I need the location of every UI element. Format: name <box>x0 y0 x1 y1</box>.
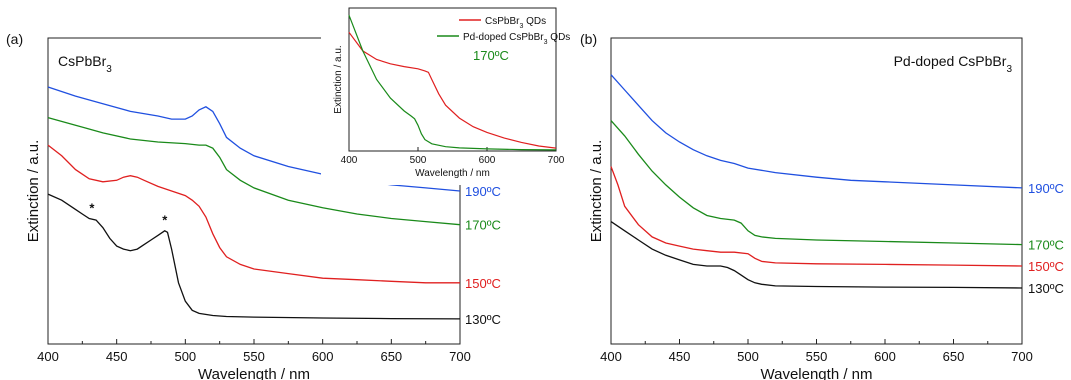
inset-frame <box>348 7 557 152</box>
series-label: 170ºC <box>465 218 501 233</box>
x-tick-label: 600 <box>312 349 334 364</box>
series-label: 150ºC <box>465 276 501 291</box>
inset-x-tick-label: 400 <box>341 155 358 166</box>
inset-x-tick-label: 600 <box>479 155 496 166</box>
x-tick-label: 500 <box>737 349 759 364</box>
x-tick-label: 450 <box>669 349 691 364</box>
panel-title: CsPbBr3 <box>58 53 112 75</box>
series-label: 190ºC <box>1028 181 1064 196</box>
series-line <box>610 221 1023 289</box>
panel-tag: (b) <box>580 31 597 47</box>
x-axis-title: Wavelength / nm <box>198 366 310 380</box>
series-line <box>47 193 461 320</box>
x-tick-label: 450 <box>106 349 128 364</box>
series-label: 130ºC <box>1028 281 1064 296</box>
annotation-star: * <box>162 213 168 228</box>
inset-x-axis-title: Wavelength / nm <box>415 168 490 179</box>
inset-series-line <box>348 14 557 151</box>
x-tick-label: 550 <box>806 349 828 364</box>
panel-b: 400 450 500 550 600 650 700 Wavelength / nm Exti… <box>580 31 1064 380</box>
inset-background <box>321 2 572 185</box>
x-tick-label: 550 <box>243 349 265 364</box>
y-axis-title: Extinction / a.u. <box>25 140 42 243</box>
series-line <box>610 120 1023 246</box>
panel-title: Pd-doped CsPbBr3 <box>894 53 1013 75</box>
inset-legend-label: Pd-doped CsPbBr3 QDs <box>463 32 570 46</box>
x-tick-label: 700 <box>1011 349 1033 364</box>
x-tick-label: 650 <box>943 349 965 364</box>
x-tick-label: 600 <box>874 349 896 364</box>
inset-annotation: 170ºC <box>473 48 509 63</box>
x-tick-label: 400 <box>37 349 59 364</box>
annotation-star: * <box>89 200 95 215</box>
series-label: 130ºC <box>465 312 501 327</box>
x-tick-label: 400 <box>600 349 622 364</box>
inset-series-line <box>348 31 557 149</box>
series-label: 190ºC <box>465 184 501 199</box>
inset-x-tick-label: 500 <box>410 155 427 166</box>
series-label: 150ºC <box>1028 259 1064 274</box>
y-axis-title: Extinction / a.u. <box>588 140 605 243</box>
inset-y-axis-title: Extinction / a.u. <box>333 45 344 113</box>
inset-legend-label: CsPbBr3 QDs <box>485 16 546 30</box>
inset-x-tick-label: 700 <box>548 155 565 166</box>
series-label: 170ºC <box>1028 238 1064 253</box>
panel-a: 400 450 500 550 600 650 700 Wavelength / nm Exti… <box>6 2 572 380</box>
series-line <box>47 144 460 284</box>
x-tick-label: 500 <box>174 349 196 364</box>
x-tick-label: 650 <box>380 349 402 364</box>
panel-tag: (a) <box>6 31 23 47</box>
series-line <box>610 74 1023 189</box>
x-tick-label: 700 <box>449 349 471 364</box>
series-line <box>610 166 1023 267</box>
x-axis-title: Wavelength / nm <box>761 366 873 380</box>
inset: 400 500 600 700 Wavelength / nm Extinction / … <box>321 2 572 185</box>
series-line <box>47 116 461 226</box>
